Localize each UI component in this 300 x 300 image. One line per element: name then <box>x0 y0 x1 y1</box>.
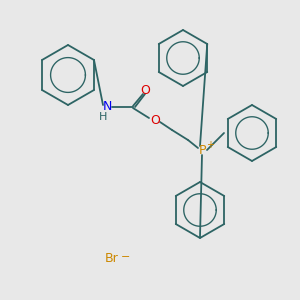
Text: O: O <box>140 83 150 97</box>
Text: −: − <box>121 252 131 262</box>
Text: O: O <box>150 115 160 128</box>
Text: +: + <box>206 140 214 150</box>
Text: H: H <box>99 112 107 122</box>
Text: N: N <box>102 100 112 113</box>
Text: Br: Br <box>105 251 119 265</box>
Text: P: P <box>198 143 206 157</box>
